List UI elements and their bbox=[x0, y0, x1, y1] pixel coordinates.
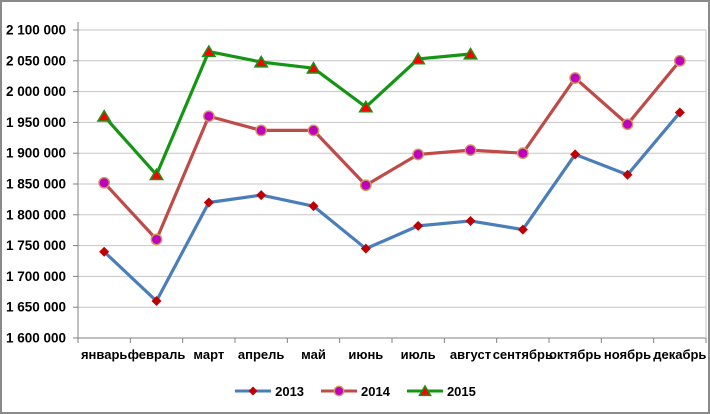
legend-label-2013: 2013 bbox=[275, 383, 305, 399]
y-tick-label: 1 650 000 bbox=[6, 300, 66, 315]
legend-label-2014: 2014 bbox=[361, 383, 390, 399]
y-tick-label: 1 800 000 bbox=[6, 207, 66, 222]
legend-item-2014: 2014 bbox=[320, 384, 390, 398]
gridlines bbox=[78, 29, 707, 339]
chart-legend: 2013 2014 2015 bbox=[2, 380, 708, 402]
series-2013 bbox=[99, 107, 685, 307]
y-tick-label: 1 600 000 bbox=[6, 331, 66, 346]
data-point-diamond bbox=[151, 296, 162, 307]
data-point-circle bbox=[569, 72, 582, 84]
legend-line-diamond-icon bbox=[235, 386, 272, 396]
data-point-triangle bbox=[148, 167, 165, 181]
data-point-circle bbox=[307, 124, 320, 137]
data-point-circle bbox=[202, 110, 215, 123]
series-2015 bbox=[96, 44, 479, 181]
data-point-diamond bbox=[308, 201, 319, 212]
x-axis-labels: январь февраль март апрель май июнь июль август… bbox=[81, 347, 706, 362]
data-point-diamond bbox=[622, 169, 633, 180]
data-point-circle bbox=[333, 385, 345, 397]
legend-label-2015: 2015 bbox=[446, 383, 476, 399]
data-point-diamond bbox=[203, 197, 214, 208]
series-2014 bbox=[98, 54, 686, 246]
data-point-circle bbox=[412, 148, 425, 161]
data-point-diamond bbox=[570, 149, 581, 160]
data-point-triangle bbox=[253, 54, 269, 68]
data-point-triangle bbox=[305, 61, 322, 74]
data-point-circle bbox=[150, 233, 163, 246]
x-tick-label: июнь bbox=[348, 347, 383, 362]
x-tick-label: март bbox=[193, 347, 224, 362]
x-tick-label: ноябрь bbox=[604, 347, 651, 362]
x-tick-label: май bbox=[301, 347, 326, 362]
data-point-triangle bbox=[96, 109, 112, 122]
data-point-circle bbox=[516, 147, 529, 160]
data-point-triangle bbox=[410, 51, 426, 65]
data-point-triangle bbox=[462, 46, 479, 60]
data-point-diamond bbox=[413, 220, 424, 231]
x-tick-label: сентябрь bbox=[493, 347, 553, 362]
data-point-diamond bbox=[248, 386, 258, 396]
y-tick-label: 1 750 000 bbox=[6, 238, 66, 253]
x-tick-label: декабрь bbox=[653, 347, 706, 362]
data-point-circle bbox=[673, 54, 686, 67]
x-tick-label: апрель bbox=[238, 347, 285, 362]
y-axis-labels: 2 100 000 2 050 000 2 000 000 1 950 000 1 90… bbox=[6, 23, 66, 346]
data-point-circle bbox=[255, 124, 268, 137]
y-tick-label: 1 850 000 bbox=[6, 177, 66, 192]
x-tick-label: октябрь bbox=[549, 347, 601, 362]
data-point-circle bbox=[359, 179, 372, 192]
data-point-diamond bbox=[465, 215, 476, 226]
y-tick-label: 1 900 000 bbox=[6, 146, 66, 161]
axes bbox=[73, 22, 707, 343]
legend-line-triangle-icon bbox=[406, 384, 443, 397]
data-point-circle bbox=[464, 144, 477, 157]
legend-line-circle-icon bbox=[321, 385, 358, 397]
x-tick-label: январь bbox=[81, 347, 127, 362]
data-point-diamond bbox=[256, 190, 267, 201]
y-tick-label: 2 100 000 bbox=[6, 23, 66, 38]
legend-item-2013: 2013 bbox=[234, 384, 304, 398]
data-point-circle bbox=[621, 118, 634, 131]
data-point-diamond bbox=[517, 224, 528, 235]
y-tick-label: 2 050 000 bbox=[6, 53, 66, 68]
legend-item-2015: 2015 bbox=[406, 384, 476, 398]
y-tick-label: 1 950 000 bbox=[6, 115, 66, 130]
x-tick-label: февраль bbox=[128, 347, 186, 362]
data-point-triangle bbox=[418, 384, 432, 397]
data-point-circle bbox=[98, 176, 111, 189]
data-point-diamond bbox=[360, 243, 371, 254]
x-tick-label: август bbox=[450, 347, 491, 362]
data-point-diamond bbox=[674, 107, 685, 118]
y-tick-label: 1 700 000 bbox=[6, 269, 66, 284]
data-point-triangle bbox=[358, 99, 374, 113]
x-tick-label: июль bbox=[401, 347, 436, 362]
y-tick-label: 2 000 000 bbox=[6, 84, 66, 99]
data-point-triangle bbox=[201, 44, 217, 58]
data-point-diamond bbox=[99, 246, 110, 257]
